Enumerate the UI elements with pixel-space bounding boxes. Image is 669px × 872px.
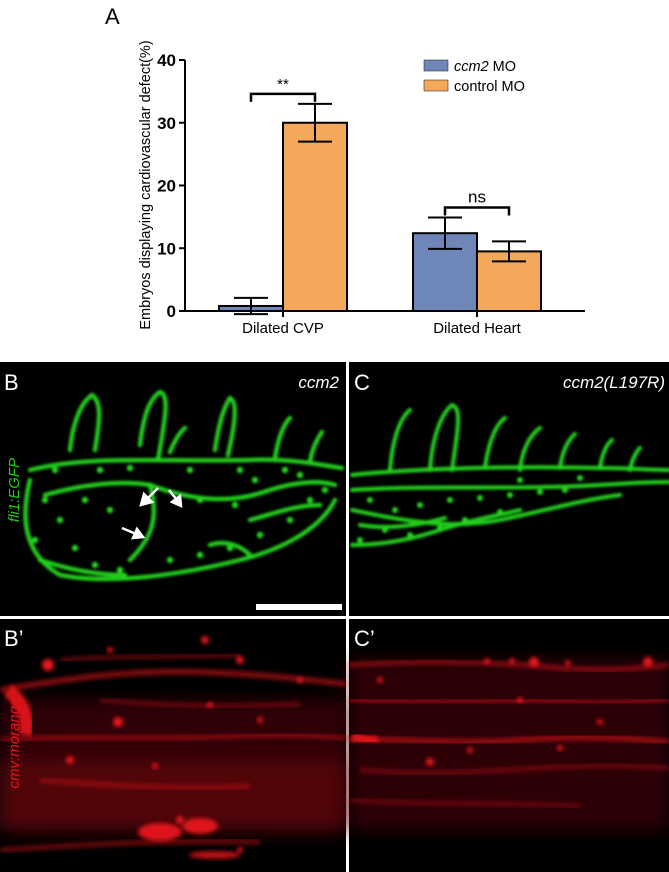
- b-prime-fluorescence: [0, 636, 347, 859]
- b-vessel-network: [23, 389, 345, 582]
- panel-c-prime-image: C’: [348, 619, 669, 872]
- significance-label: ns: [468, 188, 486, 207]
- panel-b-condition: ccm2: [298, 373, 339, 392]
- bar: [282, 121, 348, 312]
- panel-label-b: B: [4, 370, 19, 395]
- significance-annotations: ** ns: [249, 76, 511, 216]
- y-tick-label: 40: [157, 51, 176, 70]
- panel-c-condition: ccm2(L197R): [563, 373, 665, 392]
- panel-label-c: C: [354, 370, 370, 395]
- significance-bracket: [443, 206, 511, 216]
- y-axis-ticks: 0 10 20 30 40: [157, 51, 185, 321]
- c-prime-fluorescence: [348, 657, 669, 830]
- y-tick-label: 10: [157, 239, 176, 258]
- c-vessel-network: [349, 402, 669, 548]
- significance-label: **: [277, 76, 289, 93]
- panel-b-image: B ccm2: [0, 362, 346, 616]
- scale-bar: [256, 604, 342, 610]
- legend: ccm2 MO control MO: [423, 59, 525, 95]
- x-tick-label: Dilated CVP: [242, 320, 324, 337]
- x-axis-ticks: Dilated CVP Dilated Heart: [242, 311, 522, 337]
- panel-c-image: C ccm2(L197R): [349, 362, 669, 616]
- green-reporter-label: fli1:EGFP: [6, 458, 23, 522]
- legend-swatch-control: [423, 79, 449, 92]
- panel-b-prime-image: B’: [0, 619, 347, 872]
- legend-label-control: control MO: [454, 79, 525, 95]
- x-tick-label: Dilated Heart: [433, 320, 521, 337]
- bar: [476, 250, 542, 312]
- y-tick-label: 0: [167, 302, 176, 321]
- y-tick-label: 20: [157, 177, 176, 196]
- legend-label-ccm2: ccm2 MO: [454, 59, 516, 75]
- b-arrows: [121, 487, 183, 540]
- red-reporter-label: cmv:morange: [6, 698, 23, 789]
- panel-label-b-prime: B’: [4, 626, 24, 651]
- legend-swatch-ccm2: [423, 59, 449, 72]
- error-bars: [234, 102, 526, 316]
- significance-bracket: [249, 92, 317, 102]
- bar-chart: A Embryos displaying cardiovascular defe…: [105, 4, 585, 337]
- panel-label-c-prime: C’: [354, 626, 375, 651]
- y-tick-label: 30: [157, 114, 176, 133]
- panel-label-a: A: [105, 4, 120, 29]
- bar-series: [218, 121, 542, 313]
- y-axis-label: Embryos displaying cardiovascular defect…: [138, 40, 154, 329]
